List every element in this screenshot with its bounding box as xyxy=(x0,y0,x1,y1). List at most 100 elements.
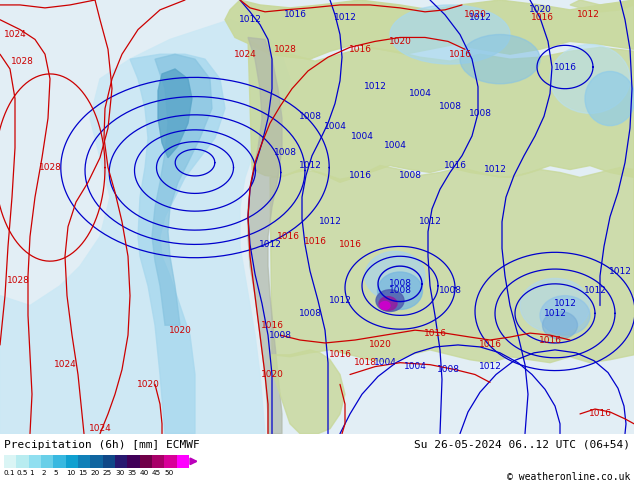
Ellipse shape xyxy=(376,290,404,312)
Text: 1012: 1012 xyxy=(418,217,441,226)
Polygon shape xyxy=(152,54,212,325)
Text: 1016: 1016 xyxy=(538,336,562,344)
Ellipse shape xyxy=(379,296,397,311)
Text: 1016: 1016 xyxy=(424,329,446,338)
Text: 1016: 1016 xyxy=(349,45,372,54)
Text: 0.5: 0.5 xyxy=(16,470,28,476)
Text: 1008: 1008 xyxy=(439,102,462,111)
Bar xyxy=(4,455,16,468)
Text: 1016: 1016 xyxy=(339,240,361,249)
Text: 1008: 1008 xyxy=(299,309,321,318)
Ellipse shape xyxy=(365,251,425,300)
Text: 1016: 1016 xyxy=(531,13,553,22)
Bar xyxy=(139,455,152,468)
Text: 1016: 1016 xyxy=(448,49,472,59)
Bar xyxy=(41,455,53,468)
Text: 1016: 1016 xyxy=(588,410,612,418)
Text: 15: 15 xyxy=(78,470,87,476)
Text: 50: 50 xyxy=(164,470,174,476)
Text: 1016: 1016 xyxy=(261,321,283,330)
Text: 1008: 1008 xyxy=(399,171,422,180)
Text: 1012: 1012 xyxy=(363,82,387,91)
Text: 5: 5 xyxy=(53,470,58,476)
Text: 1012: 1012 xyxy=(318,217,342,226)
Bar xyxy=(53,455,66,468)
Polygon shape xyxy=(158,69,192,158)
Text: 2: 2 xyxy=(41,470,46,476)
Text: 1024: 1024 xyxy=(89,424,112,433)
Text: 1024: 1024 xyxy=(233,49,256,59)
Text: 1016: 1016 xyxy=(349,171,372,180)
Bar xyxy=(29,455,41,468)
Text: 1020: 1020 xyxy=(169,326,191,335)
Text: 1: 1 xyxy=(29,470,34,476)
Text: 1016: 1016 xyxy=(328,350,351,359)
Text: 1012: 1012 xyxy=(238,15,261,24)
Polygon shape xyxy=(248,37,282,434)
Text: 1012: 1012 xyxy=(583,286,607,295)
Text: 1004: 1004 xyxy=(351,131,373,141)
Text: 1024: 1024 xyxy=(54,360,76,369)
Text: 1016: 1016 xyxy=(444,161,467,170)
Text: 1012: 1012 xyxy=(479,362,501,371)
Text: 1008: 1008 xyxy=(469,109,491,118)
Text: 1004: 1004 xyxy=(404,362,427,371)
Ellipse shape xyxy=(460,34,540,84)
Text: 1016: 1016 xyxy=(553,63,576,72)
Text: 0.1: 0.1 xyxy=(4,470,15,476)
Ellipse shape xyxy=(550,45,630,113)
Text: 1004: 1004 xyxy=(408,89,432,98)
Ellipse shape xyxy=(585,72,634,125)
Bar xyxy=(16,455,29,468)
Text: 1020: 1020 xyxy=(389,37,411,46)
Bar xyxy=(152,455,164,468)
Polygon shape xyxy=(0,20,290,434)
Text: 1020: 1020 xyxy=(529,5,552,14)
Text: © weatheronline.co.uk: © weatheronline.co.uk xyxy=(507,472,630,482)
Polygon shape xyxy=(270,350,345,434)
Text: 1012: 1012 xyxy=(609,267,631,275)
Bar xyxy=(177,455,189,468)
Text: 1028: 1028 xyxy=(39,163,61,172)
Polygon shape xyxy=(130,54,225,434)
Ellipse shape xyxy=(390,5,510,64)
Text: 10: 10 xyxy=(66,470,75,476)
Text: 1020: 1020 xyxy=(368,341,391,349)
Ellipse shape xyxy=(520,278,590,333)
Text: 1004: 1004 xyxy=(384,141,406,150)
Bar xyxy=(103,455,115,468)
Bar xyxy=(78,455,90,468)
Text: 1028: 1028 xyxy=(273,45,297,54)
Text: 1004: 1004 xyxy=(373,358,396,367)
Ellipse shape xyxy=(543,312,578,339)
Polygon shape xyxy=(225,0,634,59)
Text: 1008: 1008 xyxy=(389,286,411,295)
Text: 30: 30 xyxy=(115,470,124,476)
Text: 1020: 1020 xyxy=(136,380,159,389)
Text: 1016: 1016 xyxy=(283,10,306,19)
Polygon shape xyxy=(570,0,634,12)
Bar xyxy=(66,455,78,468)
Text: 1008: 1008 xyxy=(269,331,292,340)
Text: 1018: 1018 xyxy=(354,358,377,367)
Polygon shape xyxy=(248,39,634,182)
Text: 1012: 1012 xyxy=(328,296,351,305)
Text: 1008: 1008 xyxy=(299,112,321,121)
Text: 1024: 1024 xyxy=(4,30,27,39)
Text: 40: 40 xyxy=(139,470,149,476)
Text: 1008: 1008 xyxy=(436,365,460,374)
Text: 25: 25 xyxy=(103,470,112,476)
Text: 1028: 1028 xyxy=(6,276,29,285)
Ellipse shape xyxy=(380,301,390,310)
Text: 1012: 1012 xyxy=(543,309,566,318)
Bar xyxy=(115,455,127,468)
Text: 35: 35 xyxy=(127,470,136,476)
Text: 1012: 1012 xyxy=(576,10,599,19)
Text: 20: 20 xyxy=(90,470,100,476)
Polygon shape xyxy=(270,166,634,363)
Text: 1012: 1012 xyxy=(333,13,356,22)
Text: 1020: 1020 xyxy=(463,10,486,19)
Text: 1008: 1008 xyxy=(439,286,462,295)
Text: 1012: 1012 xyxy=(469,13,491,22)
Text: 1012: 1012 xyxy=(259,240,281,249)
